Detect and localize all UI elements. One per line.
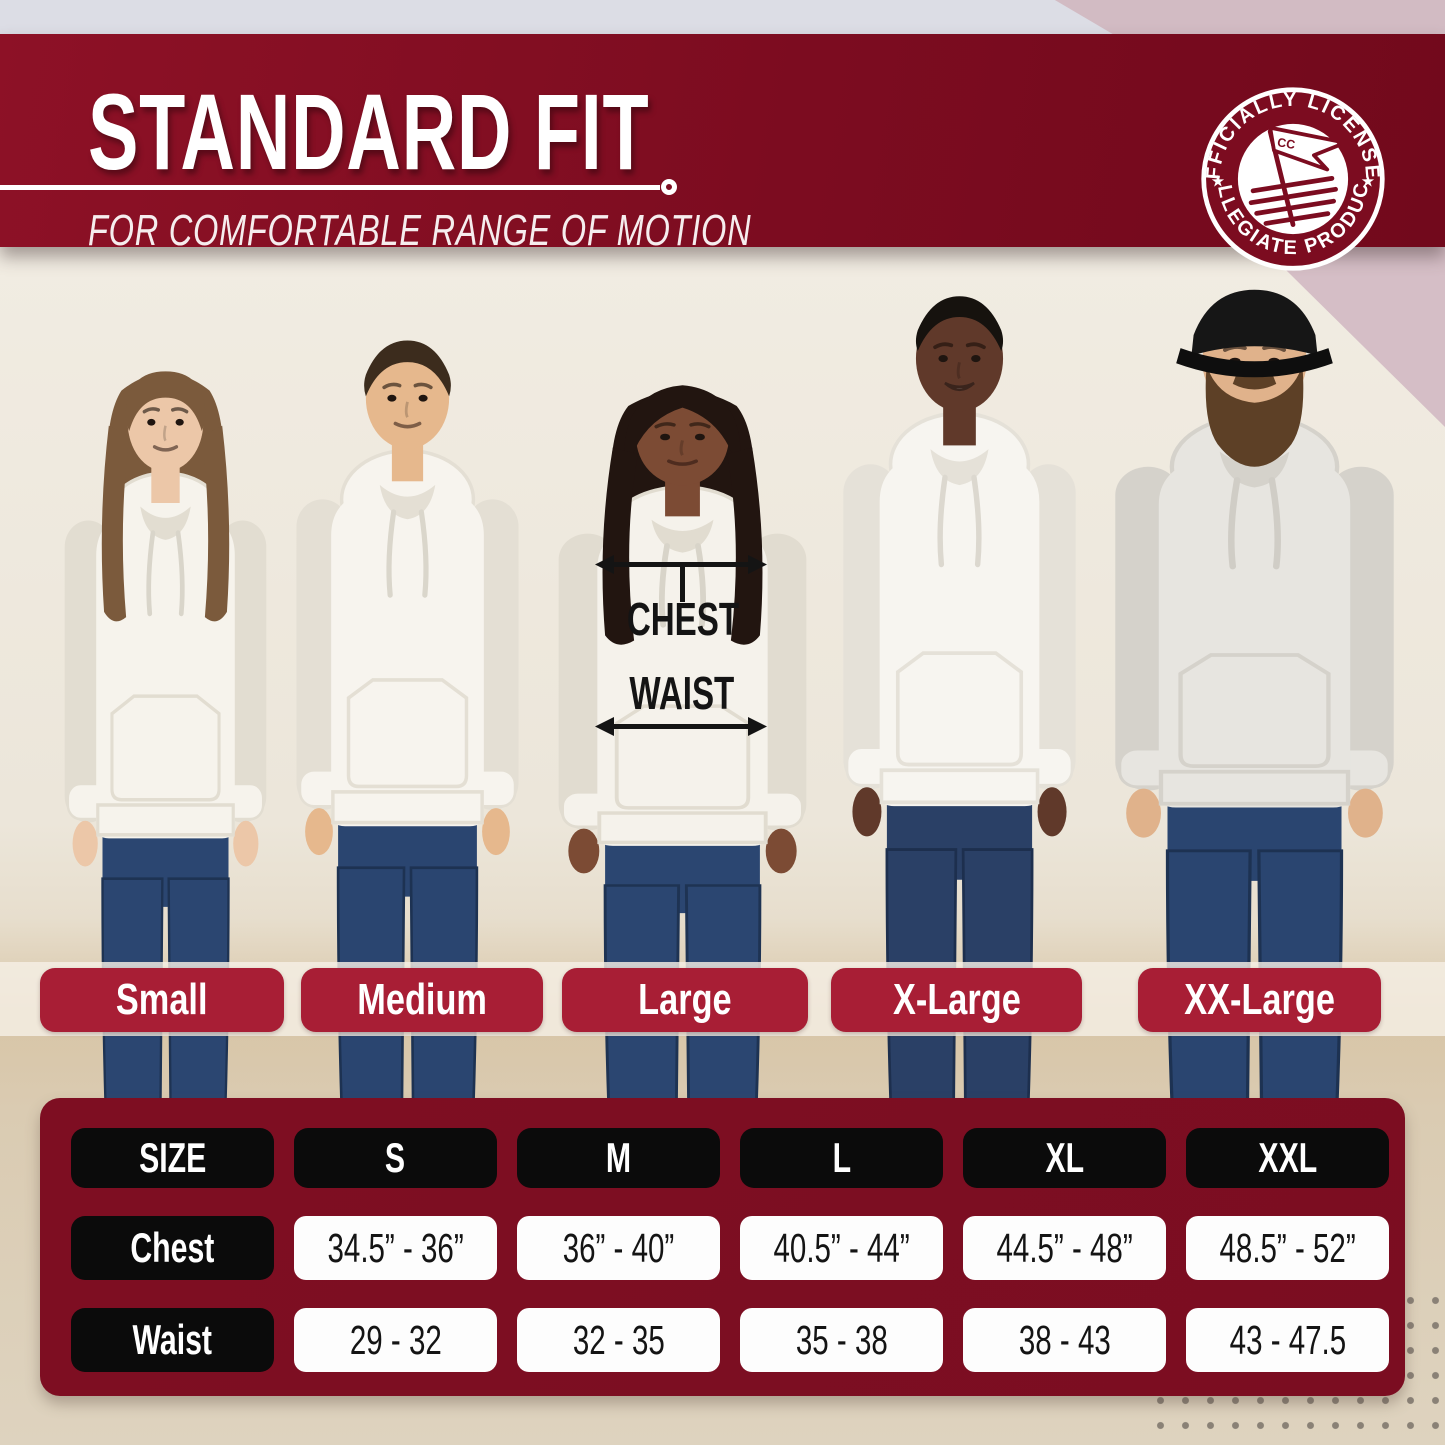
size-table-chest-row: Chest 34.5” - 36” 36” - 40” 40.5” - 44” … (71, 1216, 1389, 1280)
top-strip-pink-diagonal (1054, 0, 1445, 34)
size-badge-medium: Medium (301, 968, 543, 1032)
page-title: STANDARD FIT (88, 71, 650, 192)
size-table: SIZE S M L XL XXL Chest 34.5” - 36” 36” … (40, 1098, 1405, 1396)
seal-flag-icon: CC (1248, 125, 1342, 227)
row-label-chest: Chest (71, 1216, 274, 1280)
top-strip (0, 0, 1445, 34)
size-badge-xlarge: X-Large (831, 968, 1082, 1032)
seal-star-left-icon: ★ (1211, 173, 1225, 191)
waist-value-s: 29 - 32 (294, 1308, 497, 1372)
chest-arrow-tick (680, 566, 685, 602)
measure-arrows (595, 555, 767, 736)
divider-end-ring-icon (661, 179, 677, 195)
col-header-size: SIZE (71, 1128, 274, 1188)
col-header-xxl: XXL (1186, 1128, 1389, 1188)
seal-star-right-icon: ★ (1361, 173, 1375, 191)
chest-arrow-right-icon (748, 555, 767, 574)
waist-measure-label: WAIST (629, 667, 735, 719)
waist-value-xxl: 43 - 47.5 (1186, 1308, 1389, 1372)
chest-value-l: 40.5” - 44” (740, 1216, 943, 1280)
size-badge-xxlarge: XX-Large (1138, 968, 1381, 1032)
waist-value-m: 32 - 35 (517, 1308, 720, 1372)
col-header-m: M (517, 1128, 720, 1188)
chest-arrow-line (607, 562, 755, 567)
page-subtitle: FOR COMFORTABLE RANGE OF MOTION (88, 206, 752, 255)
col-header-s: S (294, 1128, 497, 1188)
chest-arrow-left-icon (595, 555, 614, 574)
row-label-waist: Waist (71, 1308, 274, 1372)
chest-value-xxl: 48.5” - 52” (1186, 1216, 1389, 1280)
waist-arrow-right-icon (748, 717, 767, 736)
waist-arrow-left-icon (595, 717, 614, 736)
title-divider-line (0, 185, 660, 190)
chest-value-m: 36” - 40” (517, 1216, 720, 1280)
waist-arrow-line (607, 724, 755, 729)
size-table-header-row: SIZE S M L XL XXL (71, 1128, 1389, 1188)
chest-measure-label: CHEST (626, 593, 740, 645)
col-header-xl: XL (963, 1128, 1166, 1188)
size-badge-small: Small (40, 968, 284, 1032)
chest-value-s: 34.5” - 36” (294, 1216, 497, 1280)
seal-flag-initials: CC (1276, 135, 1296, 152)
size-badge-large: Large (562, 968, 808, 1032)
model-large (558, 385, 807, 1265)
waist-value-xl: 38 - 43 (963, 1308, 1166, 1372)
waist-value-l: 35 - 38 (740, 1308, 943, 1372)
size-table-waist-row: Waist 29 - 32 32 - 35 35 - 38 38 - 43 43… (71, 1308, 1389, 1372)
chest-value-xl: 44.5” - 48” (963, 1216, 1166, 1280)
officially-licensed-seal-icon: OFFICIALLY LICENSED COLLEGIATE PRODUCTS … (1198, 84, 1385, 271)
header-banner: STANDARD FIT FOR COMFORTABLE RANGE OF MO… (0, 34, 1445, 271)
col-header-l: L (740, 1128, 943, 1188)
